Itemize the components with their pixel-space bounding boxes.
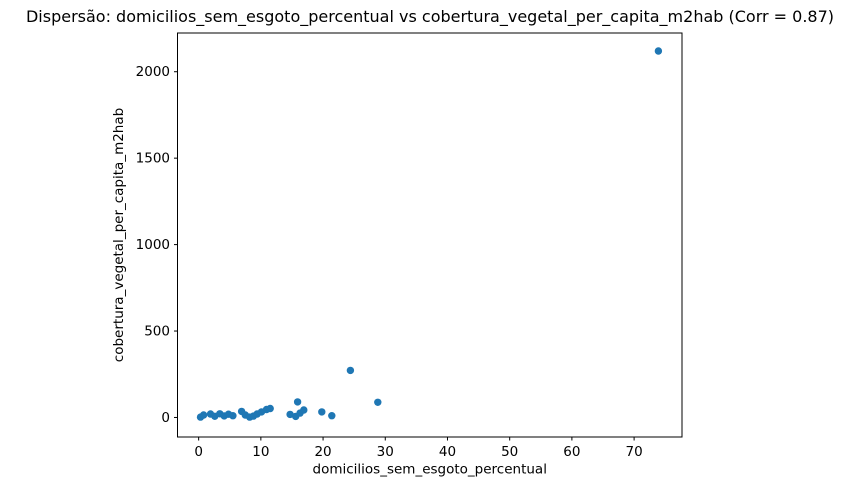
y-tick-label: 500 xyxy=(144,324,170,340)
x-tick-label: 20 xyxy=(314,444,331,460)
x-axis-ticks: 0 10 20 30 40 50 60 70 xyxy=(194,437,643,460)
data-point xyxy=(293,398,302,406)
plot-area xyxy=(177,32,683,438)
x-axis-label: domicilios_sem_esgoto_percentual xyxy=(313,462,547,478)
x-tick-label: 60 xyxy=(563,444,580,460)
y-axis-label: cobertura_vegetal_per_capita_m2hab xyxy=(111,108,127,362)
x-tick-label: 10 xyxy=(252,444,269,460)
data-point xyxy=(199,411,208,419)
x-tick-label: 70 xyxy=(626,444,643,460)
y-tick-label: 2000 xyxy=(136,64,170,80)
data-point xyxy=(229,412,237,420)
y-tick-label: 1500 xyxy=(136,151,170,167)
data-points xyxy=(196,47,663,421)
data-point xyxy=(266,404,274,413)
y-axis-ticks: 0 500 1000 1500 2000 xyxy=(136,64,178,426)
x-tick-label: 0 xyxy=(194,444,203,460)
y-tick-label: 1000 xyxy=(136,237,170,253)
data-point xyxy=(346,366,355,375)
data-point xyxy=(286,410,294,419)
chart-title: Dispersão: domicilios_sem_esgoto_percent… xyxy=(26,7,834,27)
data-point xyxy=(328,412,336,420)
x-tick-label: 50 xyxy=(501,444,518,460)
data-point xyxy=(374,398,382,406)
x-tick-label: 40 xyxy=(439,444,456,460)
x-tick-label: 30 xyxy=(377,444,394,460)
data-point xyxy=(654,47,663,55)
data-point xyxy=(300,406,308,414)
data-point xyxy=(318,408,326,416)
y-tick-label: 0 xyxy=(161,410,170,426)
